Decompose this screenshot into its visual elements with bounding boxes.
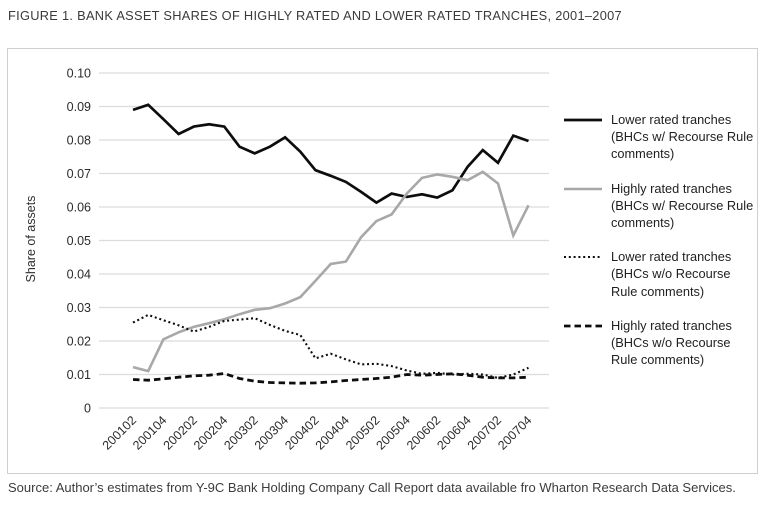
series-line-3 <box>132 372 529 385</box>
legend-item-0: Lower rated tranches (BHCs w/ Recourse R… <box>564 111 754 163</box>
legend-item-1: Highly rated tranches (BHCs w/ Recourse … <box>564 180 754 232</box>
legend-item-2: Lower rated tranches (BHCs w/o Recourse … <box>564 248 754 300</box>
legend-label: Highly rated tranches (BHCs w/ Recourse … <box>611 180 754 231</box>
y-tick-label: 0.10 <box>67 67 91 81</box>
legend-swatch-dotted-icon <box>564 256 602 259</box>
series-line-1 <box>132 170 530 373</box>
legend-swatch-dashed-icon <box>564 324 602 328</box>
y-tick-label: 0 <box>84 402 91 416</box>
y-tick-label: 0.06 <box>67 201 91 215</box>
legend-label: Highly rated tranches (BHCs w/o Recourse… <box>611 317 732 368</box>
y-tick-label: 0.01 <box>67 368 91 382</box>
legend-item-3: Highly rated tranches (BHCs w/o Recourse… <box>564 317 754 369</box>
y-tick-label: 0.05 <box>67 234 91 248</box>
y-tick-label: 0.02 <box>67 335 91 349</box>
y-tick-label: 0.04 <box>67 268 91 282</box>
series-line-0 <box>132 103 529 205</box>
source-note: Source: Author’s estimates from Y-9C Ban… <box>8 480 736 495</box>
y-tick-label: 0.09 <box>67 100 91 114</box>
y-tick-label: 0.07 <box>67 167 91 181</box>
chart-plot: 0 0.01 0.02 0.03 0.04 0.05 0.06 0.07 0.08 0.09 0.1… <box>67 67 549 453</box>
series-line-2 <box>132 313 529 379</box>
y-tick-label: 0.03 <box>67 301 91 315</box>
x-tick-label: 200704 <box>495 413 534 452</box>
legend-label: Lower rated tranches (BHCs w/o Recourse … <box>611 249 732 299</box>
legend-label: Lower rated tranches (BHCs w/ Recourse R… <box>611 112 754 162</box>
chart-legend: Lower rated tranches (BHCs w/ Recourse R… <box>564 111 754 368</box>
y-axis-label: Share of assets <box>24 195 38 283</box>
legend-swatch-solid-icon <box>564 118 602 122</box>
y-tick-label: 0.08 <box>67 134 91 148</box>
legend-swatch-solid-icon <box>564 187 602 190</box>
chart-box: 0 0.01 0.02 0.03 0.04 0.05 0.06 0.07 0.08 0.09 0.1… <box>7 48 758 474</box>
figure-title: FIGURE 1. BANK ASSET SHARES OF HIGHLY RA… <box>8 8 622 23</box>
